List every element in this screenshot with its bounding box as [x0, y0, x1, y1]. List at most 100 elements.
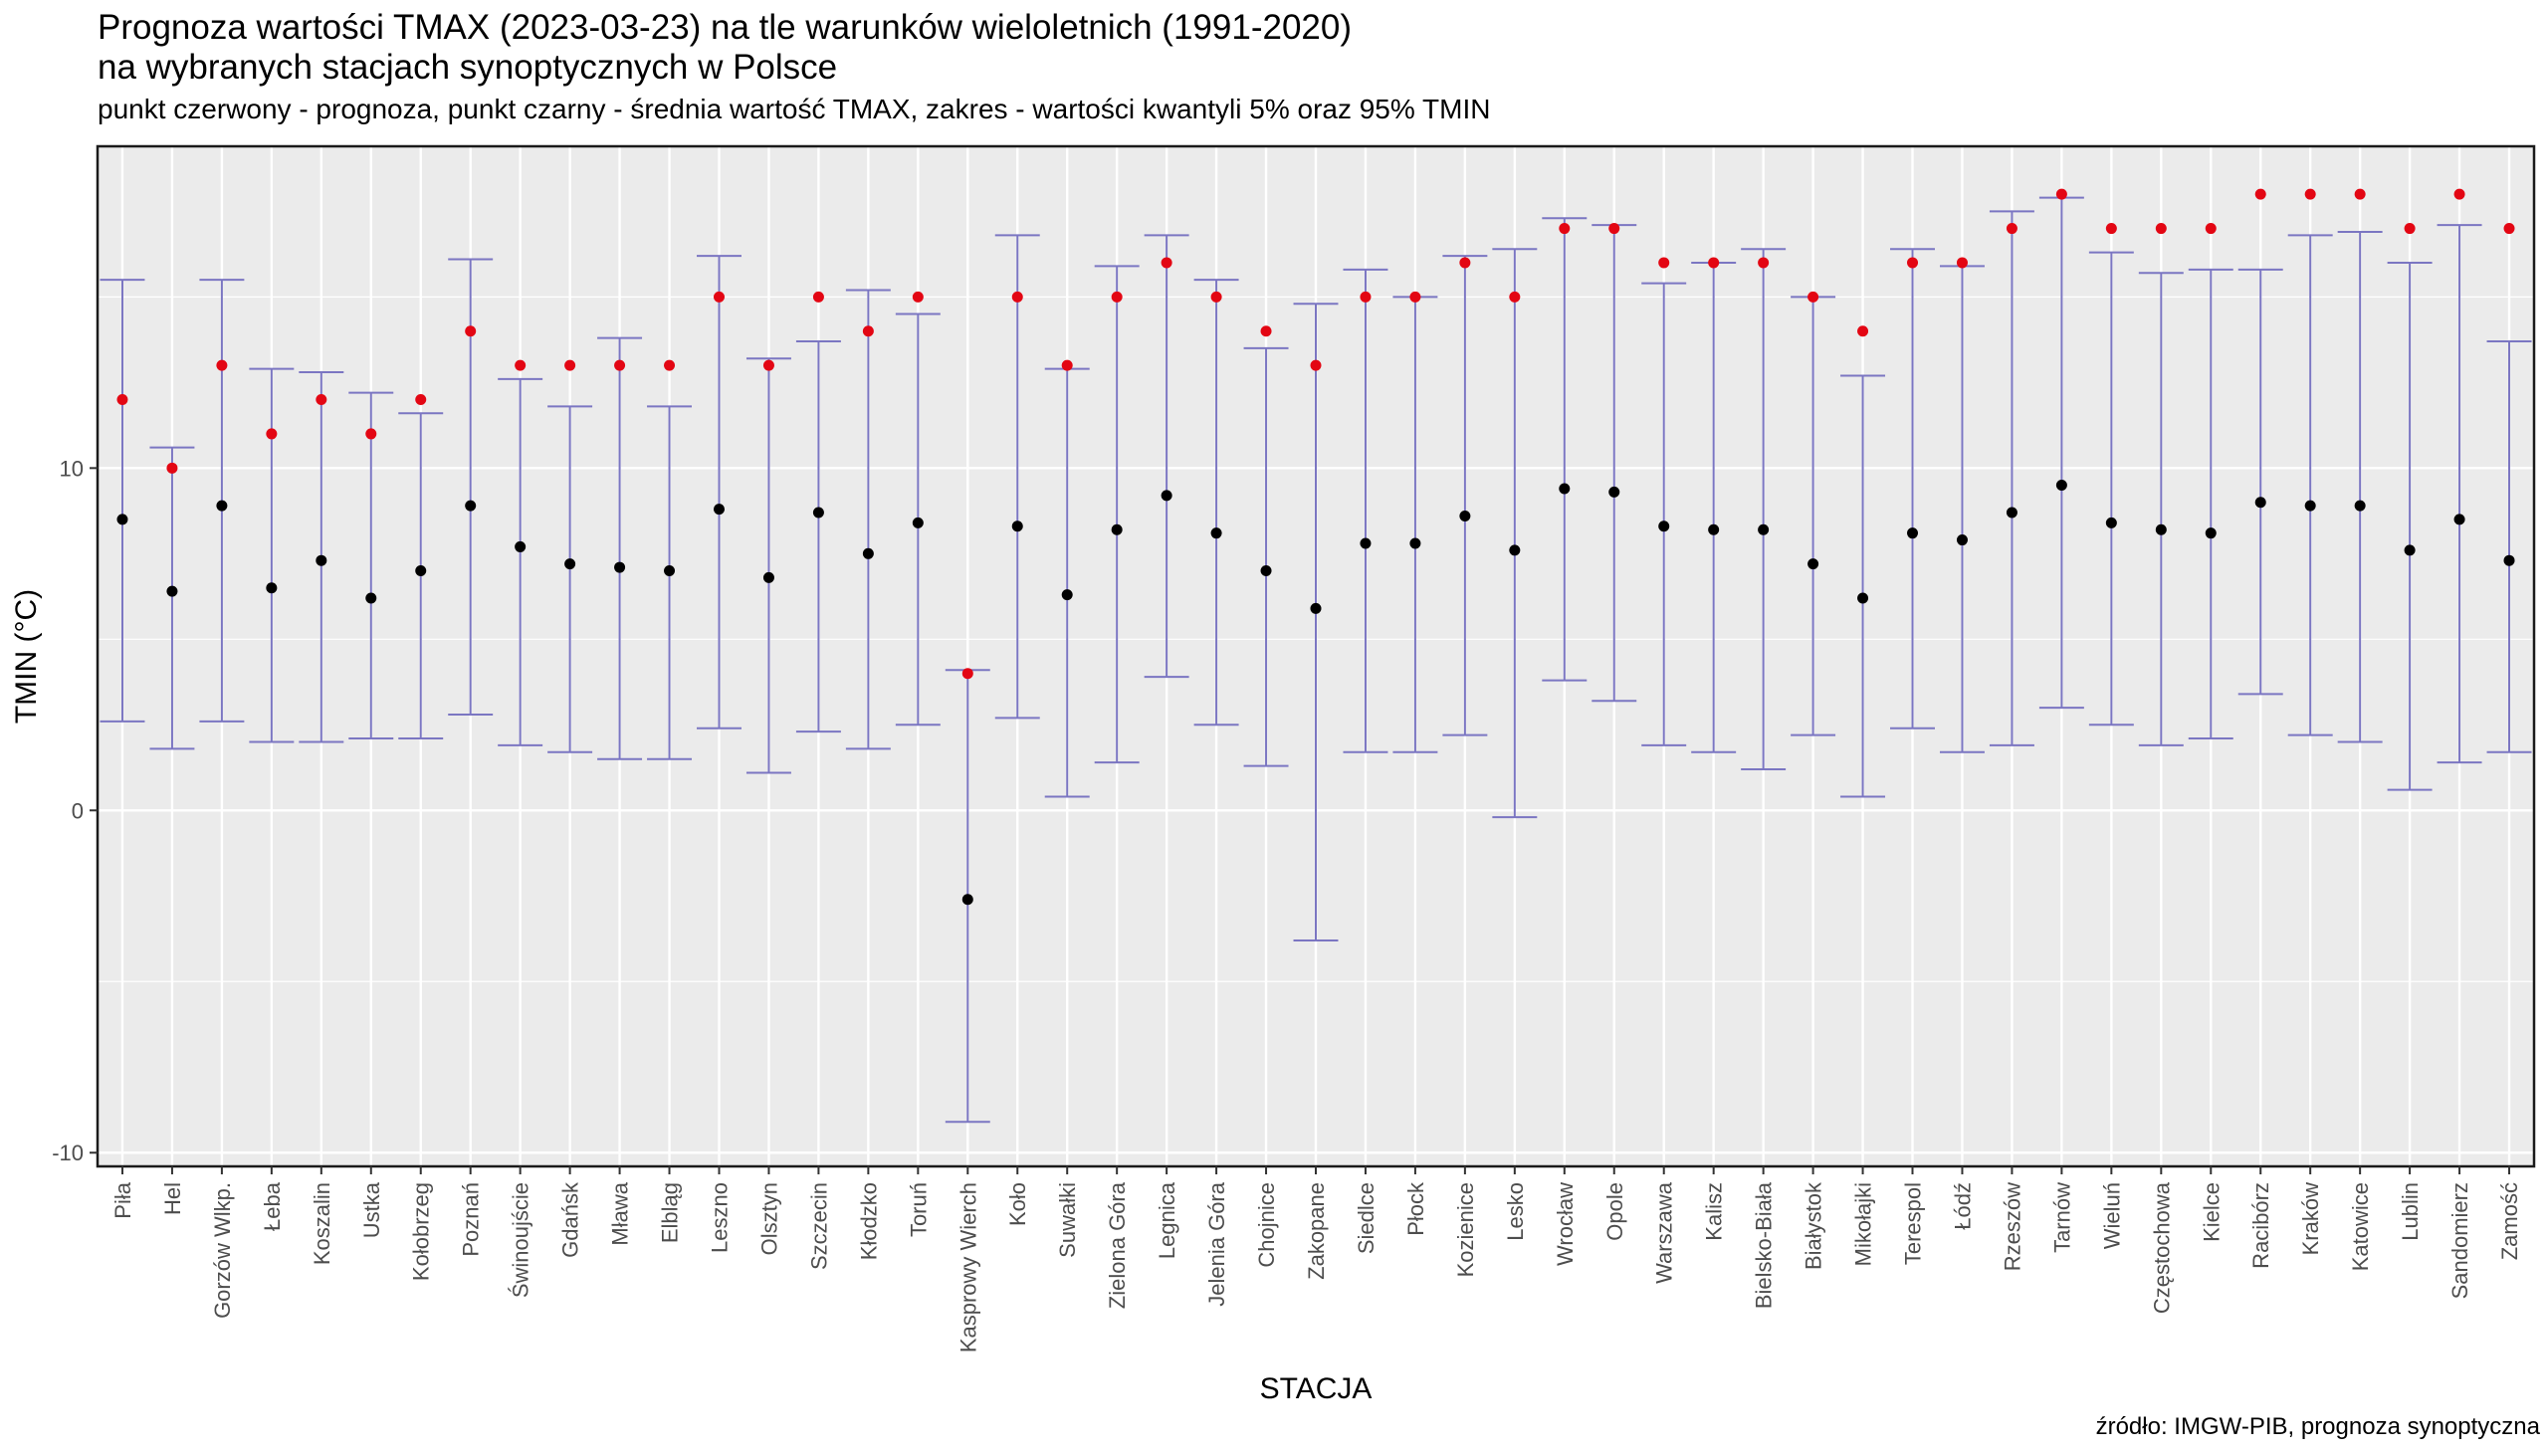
forecast-point: [515, 359, 527, 371]
x-tick-label: Mława: [608, 1181, 633, 1245]
mean-point: [1857, 592, 1869, 604]
x-tick-label: Elbląg: [658, 1182, 683, 1243]
errorbar: [1641, 282, 1687, 746]
x-tick-label: Sandomierz: [2447, 1182, 2472, 1299]
mean-point: [1509, 544, 1521, 556]
forecast-point: [1658, 257, 1670, 269]
x-tick-label: Toruń: [906, 1182, 931, 1237]
errorbar: [1989, 210, 2034, 746]
mean-point: [2453, 514, 2465, 525]
x-tick-label: Bielsko-Biała: [1752, 1181, 1777, 1309]
mean-point: [614, 561, 626, 573]
x-tick-label: Siedlce: [1354, 1182, 1379, 1254]
forecast-point: [614, 359, 626, 371]
mean-point: [2006, 507, 2017, 519]
mean-point: [1409, 537, 1421, 549]
x-tick-label: Olsztyn: [756, 1182, 781, 1255]
x-tick-label: Mikołajki: [1851, 1182, 1876, 1266]
x-tick-label: Koszalin: [310, 1182, 334, 1265]
mean-point: [1907, 527, 1919, 539]
mean-point: [2304, 500, 2316, 512]
errorbar: [1741, 248, 1787, 771]
forecast-point: [2205, 223, 2217, 235]
errorbar: [2287, 234, 2333, 736]
mean-point: [166, 585, 178, 597]
errorbar: [2387, 261, 2433, 791]
x-tick-label: Częstochowa: [2149, 1181, 2174, 1314]
mean-point: [2354, 500, 2366, 512]
errorbar: [994, 234, 1040, 720]
mean-point: [812, 507, 824, 519]
errorbar: [697, 255, 742, 729]
errorbar: [647, 405, 693, 760]
x-tick-label: Suwałki: [1055, 1182, 1080, 1258]
errorbar: [1840, 374, 1886, 798]
mean-point: [116, 514, 128, 525]
errorbar: [1144, 234, 1189, 679]
x-tick-label: Zakopane: [1304, 1182, 1329, 1280]
y-tick-label: -10: [52, 1141, 84, 1165]
mean-point: [1459, 510, 1471, 521]
x-tick-label: Jelenia Góra: [1204, 1181, 1229, 1307]
forecast-point: [1161, 257, 1172, 269]
x-tick-label: Łódź: [1950, 1182, 1975, 1230]
forecast-point: [713, 291, 725, 303]
y-axis-title: TMIN (°C): [10, 589, 43, 724]
errorbar: [1343, 268, 1388, 753]
x-tick-label: Kasprowy Wierch: [956, 1182, 980, 1352]
errorbar: [547, 405, 593, 753]
errorbar: [1243, 346, 1289, 767]
mean-point: [2254, 497, 2266, 509]
errorbar: [1293, 303, 1339, 941]
mean-point: [2404, 544, 2416, 556]
forecast-point: [415, 394, 427, 406]
chart-title-line1: Prognoza wartości TMAX (2023-03-23) na t…: [98, 8, 1352, 47]
mean-point: [1260, 565, 1272, 577]
x-axis-title: STACJA: [1260, 1372, 1373, 1405]
errorbar: [1542, 217, 1588, 682]
x-tick-label: Gdańsk: [558, 1181, 583, 1258]
x-tick-label: Kielce: [2199, 1182, 2224, 1242]
x-tick-label: Racibórz: [2248, 1182, 2273, 1269]
forecast-point: [961, 668, 973, 680]
x-tick-label: Zielona Góra: [1105, 1181, 1130, 1309]
forecast-point: [1260, 325, 1272, 337]
errorbar: [845, 289, 891, 750]
errorbar: [1442, 255, 1488, 736]
y-tick-label: 0: [72, 798, 84, 823]
x-tick-label: Kozienice: [1453, 1182, 1478, 1277]
mean-point: [2105, 517, 2117, 528]
x-tick-label: Warszawa: [1652, 1181, 1677, 1284]
x-tick-label: Kłodzko: [856, 1182, 881, 1260]
axes: -10 0 10 Piła Hel Gorzów Wlkp. Łeba Koszalin Ust…: [52, 456, 2522, 1352]
errorbar: [2337, 230, 2383, 743]
x-tick-label: Koło: [1005, 1182, 1030, 1226]
mean-point: [1708, 523, 1720, 535]
forecast-point: [2006, 223, 2017, 235]
mean-point: [2503, 554, 2515, 566]
mean-point: [216, 500, 228, 512]
x-tick-label: Legnica: [1155, 1181, 1179, 1259]
forecast-point: [116, 394, 128, 406]
x-tick-label: Wrocław: [1553, 1182, 1578, 1266]
x-tick-label: Tarnów: [2049, 1182, 2074, 1253]
mean-point: [1658, 520, 1670, 532]
mean-point: [1161, 490, 1172, 502]
mean-point: [664, 565, 676, 577]
mean-point: [515, 540, 527, 552]
forecast-point: [1061, 359, 1073, 371]
x-tick-label: Płock: [1403, 1181, 1428, 1236]
mean-point: [316, 554, 327, 566]
forecast-point: [1509, 291, 1521, 303]
forecast-point: [2055, 188, 2067, 200]
forecast-point: [1310, 359, 1322, 371]
x-tick-label: Łeba: [260, 1181, 285, 1231]
x-tick-label: Lublin: [2398, 1182, 2423, 1241]
errorbar: [1492, 248, 1538, 819]
x-tick-label: Białystok: [1802, 1181, 1826, 1270]
forecast-point: [266, 428, 278, 440]
errorbar: [795, 340, 841, 733]
forecast-point: [912, 291, 924, 303]
forecast-point: [1708, 257, 1720, 269]
x-tick-label: Leszno: [707, 1182, 732, 1253]
